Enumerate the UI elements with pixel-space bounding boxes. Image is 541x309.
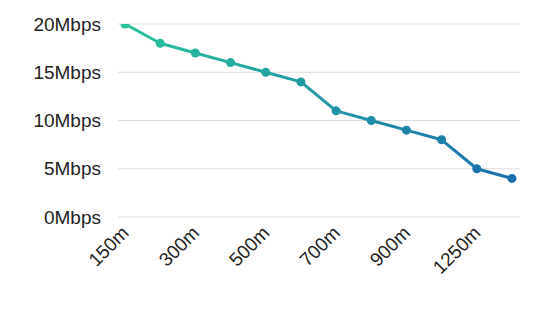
- x-tick-label: 700m: [295, 222, 343, 270]
- chart: 0Mbps 5Mbps 10Mbps 15Mbps 20Mbps 150m 300m 500m…: [0, 0, 541, 309]
- y-tick-label: 5Mbps: [44, 158, 101, 179]
- plot-area: [121, 24, 517, 183]
- marker: [226, 58, 235, 67]
- marker: [437, 135, 446, 144]
- y-tick-label: 15Mbps: [33, 62, 101, 83]
- marker: [261, 68, 270, 77]
- chart-container: 0Mbps 5Mbps 10Mbps 15Mbps 20Mbps 150m 300m 500m…: [0, 0, 541, 309]
- x-tick-label: 300m: [155, 222, 203, 270]
- marker: [367, 116, 376, 125]
- marker: [508, 174, 517, 183]
- grid: [118, 24, 520, 217]
- grid-line: [118, 120, 520, 121]
- grid-line: [118, 217, 520, 218]
- x-tick-label: 500m: [225, 222, 273, 270]
- marker: [191, 48, 200, 57]
- grid-line: [118, 72, 520, 73]
- marker: [156, 39, 165, 48]
- grid-line: [118, 24, 520, 25]
- marker: [296, 77, 305, 86]
- marker: [121, 24, 130, 29]
- grid-line: [118, 168, 520, 169]
- y-tick-label: 10Mbps: [33, 110, 101, 131]
- marker: [472, 164, 481, 173]
- x-tick-label: 150m: [84, 222, 132, 270]
- marker: [402, 126, 411, 135]
- x-tick-label: 1250m: [429, 222, 485, 278]
- x-tick-label: 900m: [366, 222, 414, 270]
- y-tick-label: 0Mbps: [44, 207, 101, 228]
- line: [125, 24, 512, 178]
- marker: [332, 106, 341, 115]
- y-tick-label: 20Mbps: [33, 14, 101, 35]
